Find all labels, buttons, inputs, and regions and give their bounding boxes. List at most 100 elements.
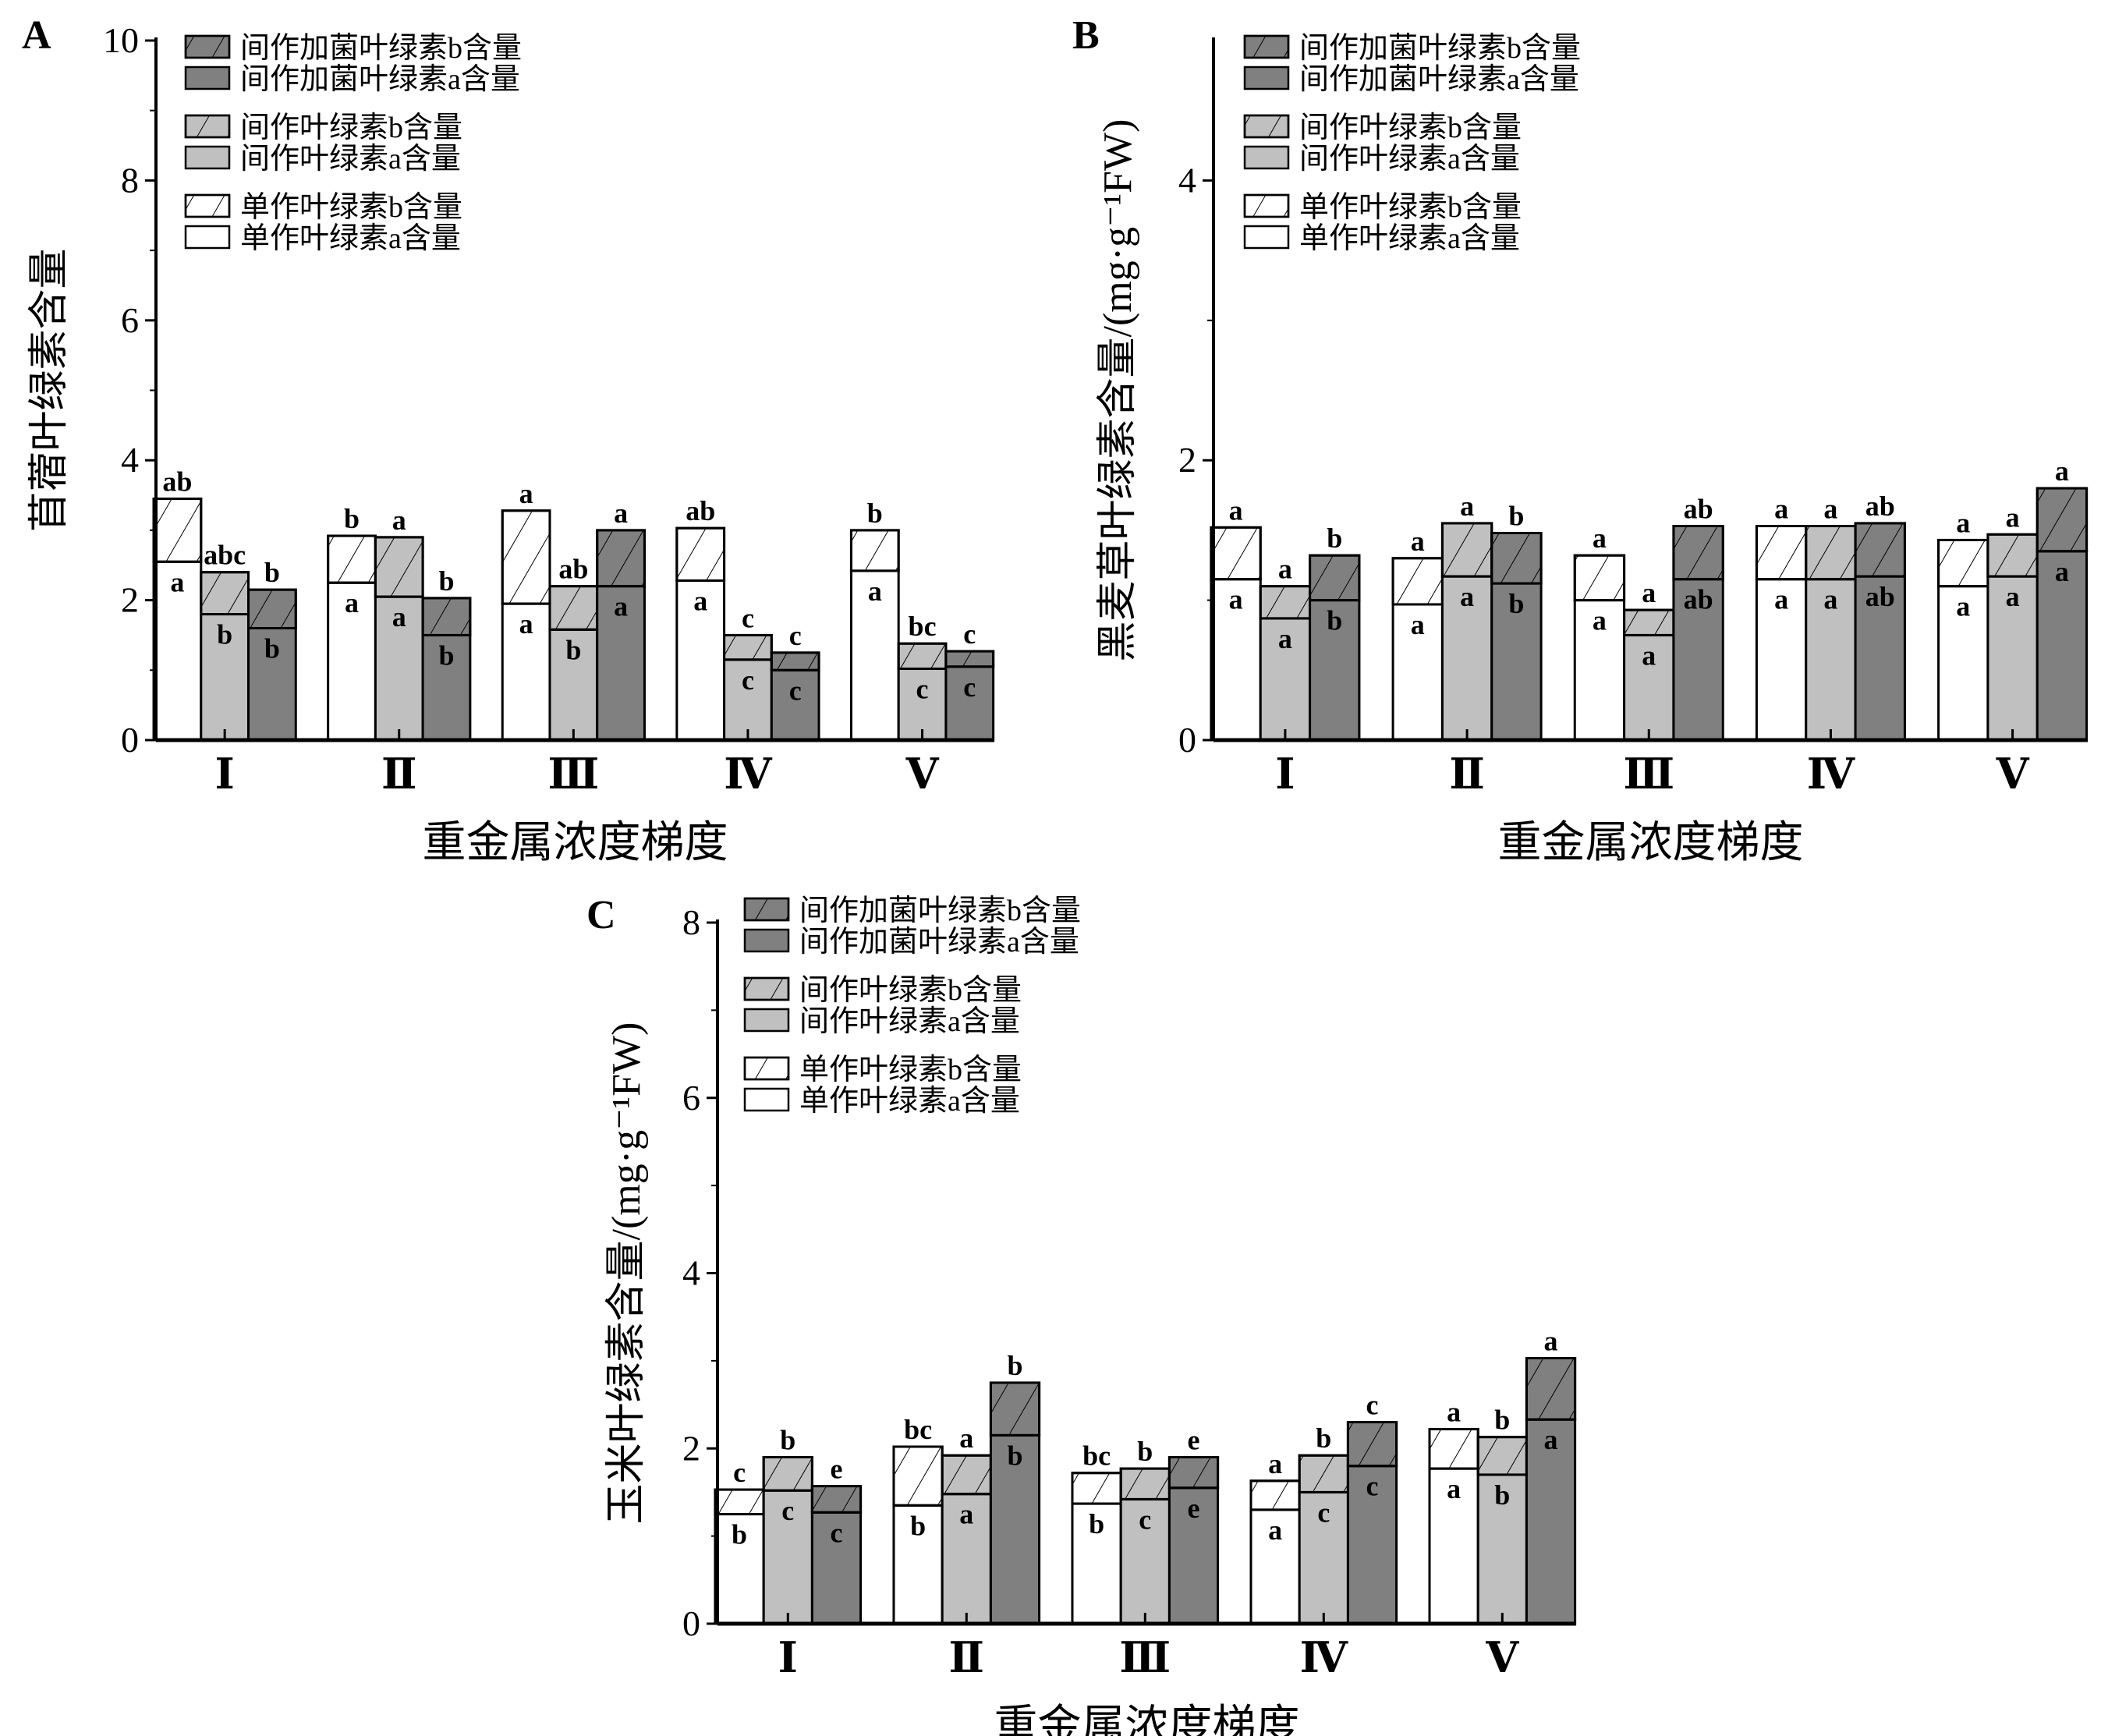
significance-letter-b: e bbox=[830, 1454, 842, 1485]
x-tick-label: Ⅰ bbox=[1275, 751, 1295, 798]
y-tick-label: 2 bbox=[121, 580, 139, 620]
bar-chl-a bbox=[1573, 599, 1626, 742]
bar-chl-b-hatch bbox=[944, 650, 995, 668]
y-tick-label: 4 bbox=[682, 1253, 700, 1293]
bar-chl-a bbox=[675, 579, 726, 742]
y-tick-label: 2 bbox=[1178, 440, 1196, 480]
legend-swatch-hatch bbox=[743, 1056, 790, 1081]
legend-swatch bbox=[743, 1087, 790, 1112]
bar-chl-b-hatch bbox=[723, 633, 773, 661]
significance-letter-a: a bbox=[519, 608, 533, 639]
bar-chl-b-hatch bbox=[1525, 1357, 1577, 1421]
significance-letter-a: a bbox=[1823, 584, 1837, 615]
bar-chl-b-hatch bbox=[1167, 1455, 1220, 1490]
legend-label: 单作叶绿素a含量 bbox=[1299, 222, 1520, 255]
significance-letter-a: e bbox=[1188, 1493, 1200, 1524]
legend-label: 间作加菌叶绿素b含量 bbox=[1299, 32, 1581, 65]
significance-letter-a: b bbox=[565, 634, 581, 665]
significance-letter-a: c bbox=[1139, 1504, 1151, 1535]
significance-letter-b: a bbox=[1544, 1326, 1558, 1357]
significance-letter-a: a bbox=[868, 576, 882, 607]
bar-chl-b-hatch bbox=[596, 529, 646, 588]
significance-letter-b: b bbox=[867, 498, 883, 529]
bar-chl-a bbox=[892, 1504, 944, 1625]
significance-letter-b: c bbox=[963, 618, 976, 650]
bar-chl-a bbox=[152, 560, 203, 742]
significance-letter-a: b bbox=[217, 619, 232, 650]
bar-chl-b-hatch bbox=[1346, 1421, 1398, 1468]
significance-letter-b: a bbox=[1268, 1448, 1282, 1479]
bar-chl-a bbox=[1210, 578, 1262, 742]
significance-letter-b: e bbox=[1188, 1424, 1200, 1455]
significance-letter-b: b bbox=[1137, 1436, 1153, 1467]
significance-letter-b: a bbox=[614, 498, 628, 529]
legend-label: 间作加菌叶绿素b含量 bbox=[799, 895, 1081, 927]
legend-label: 单作叶绿素b含量 bbox=[240, 191, 462, 224]
y-tick-label: 4 bbox=[1178, 160, 1196, 200]
bar-chl-a bbox=[1476, 1473, 1528, 1625]
bar-chl-a bbox=[548, 628, 599, 742]
bar-chl-b-hatch bbox=[152, 498, 203, 563]
y-tick-label: 4 bbox=[121, 440, 139, 480]
bar-chl-b-hatch bbox=[247, 588, 297, 629]
significance-letter-a: b bbox=[264, 632, 280, 664]
significance-letter-b: b bbox=[1508, 500, 1524, 531]
chart-panel-b: BaaaabbⅠaaaabbⅡaaaaababⅢaaaaababⅣaaaaaaⅤ… bbox=[1072, 13, 2089, 867]
legend-label: 单作叶绿素b含量 bbox=[799, 1054, 1022, 1086]
legend-label: 间作加菌叶绿素a含量 bbox=[799, 926, 1079, 958]
significance-letter-a: c bbox=[1317, 1497, 1330, 1528]
bar-chl-b-hatch bbox=[989, 1381, 1041, 1437]
bar-chl-b-hatch bbox=[1249, 1479, 1301, 1511]
x-tick-label: Ⅱ bbox=[1449, 751, 1485, 798]
significance-letter-a: c bbox=[1366, 1471, 1379, 1502]
legend-swatch bbox=[1243, 145, 1290, 170]
bar-chl-b-hatch bbox=[714, 1488, 765, 1516]
significance-letter-a: b bbox=[438, 639, 454, 671]
legend-label: 间作叶绿素a含量 bbox=[1299, 143, 1520, 175]
bar-chl-a bbox=[1490, 582, 1543, 742]
significance-letter-b: a bbox=[1593, 523, 1607, 554]
legend-label: 间作加菌叶绿素b含量 bbox=[240, 32, 522, 65]
legend-swatch-hatch bbox=[1243, 34, 1290, 59]
bar-chl-b-hatch bbox=[1071, 1472, 1122, 1505]
significance-letter-b: abc bbox=[204, 540, 246, 571]
x-tick-label: Ⅴ bbox=[1485, 1635, 1519, 1681]
significance-letter-a: a bbox=[1593, 605, 1607, 636]
legend-swatch bbox=[184, 66, 231, 90]
significance-letter-a: a bbox=[1642, 639, 1656, 671]
significance-letter-a: a bbox=[2055, 556, 2069, 587]
bar-chl-a bbox=[596, 585, 646, 742]
legend-label: 间作叶绿素a含量 bbox=[799, 1005, 1020, 1038]
bar-chl-b-hatch bbox=[548, 585, 599, 631]
legend-swatch bbox=[184, 225, 231, 250]
bar-chl-a bbox=[421, 633, 472, 742]
significance-letter-b: a bbox=[1411, 526, 1425, 557]
significance-letter-b: ab bbox=[558, 554, 588, 585]
bar-chl-b-hatch bbox=[1755, 525, 1808, 581]
significance-letter-b: c bbox=[742, 602, 754, 633]
y-tick-label: 2 bbox=[682, 1428, 700, 1468]
bar-chl-b-hatch bbox=[770, 651, 820, 671]
significance-letter-a: b bbox=[1327, 605, 1342, 636]
bar-chl-b-hatch bbox=[1490, 531, 1543, 585]
y-axis-title: 玉米叶绿素含量/(mg·g⁻¹FW) bbox=[604, 1022, 649, 1525]
y-tick-label: 10 bbox=[103, 20, 139, 60]
panel-label: A bbox=[22, 13, 51, 58]
bar-chl-b-hatch bbox=[1672, 525, 1724, 581]
significance-letter-b: b bbox=[780, 1424, 795, 1455]
significance-letter-a: a bbox=[1774, 584, 1788, 615]
significance-letter-b: a bbox=[1447, 1397, 1461, 1428]
x-tick-label: Ⅳ bbox=[1807, 751, 1856, 798]
significance-letter-a: a bbox=[1544, 1424, 1558, 1455]
significance-letter-b: c bbox=[1366, 1390, 1379, 1421]
significance-letter-a: b bbox=[910, 1510, 926, 1541]
bar-chl-b-hatch bbox=[1986, 533, 2039, 578]
significance-letter-b: ab bbox=[162, 466, 192, 498]
significance-letter-a: c bbox=[963, 671, 976, 703]
significance-letter-a: c bbox=[916, 674, 929, 705]
significance-letter-a: a bbox=[959, 1499, 973, 1530]
significance-letter-a: b bbox=[1089, 1508, 1104, 1539]
significance-letter-a: a bbox=[614, 591, 628, 622]
significance-letter-b: c bbox=[789, 620, 802, 651]
panel-label: C bbox=[586, 893, 616, 937]
